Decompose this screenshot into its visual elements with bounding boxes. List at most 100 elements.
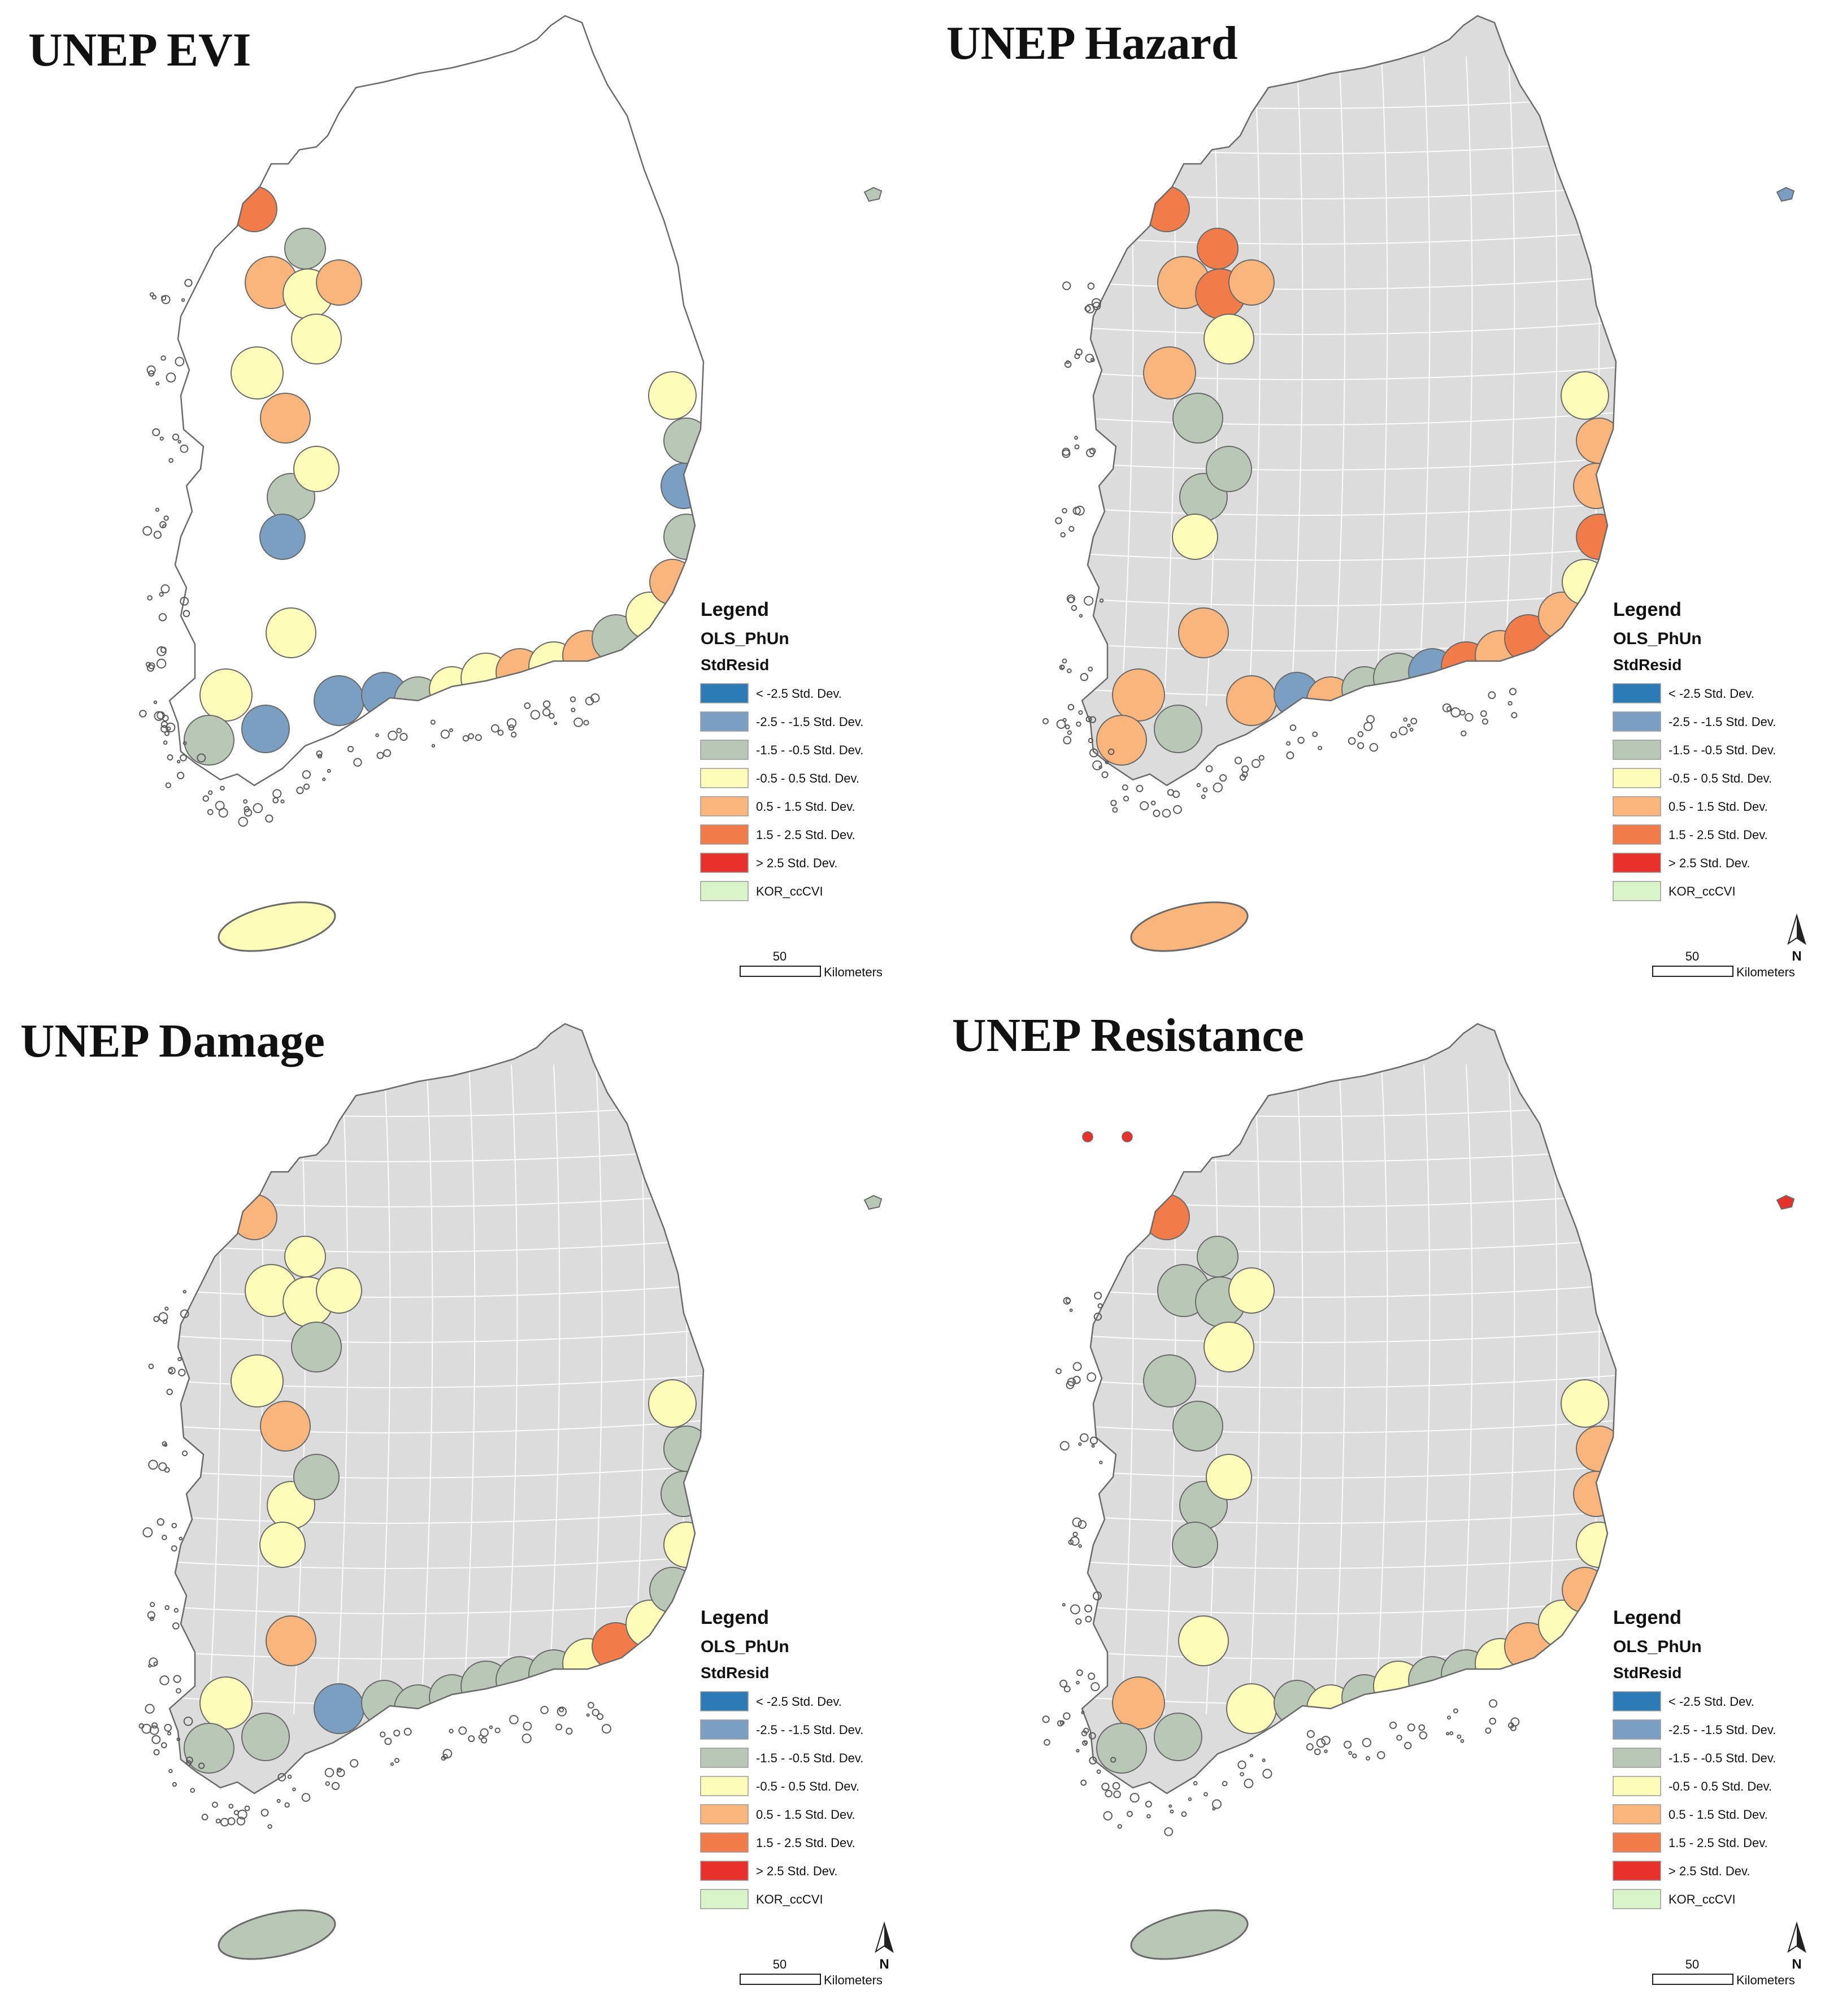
coastal-district (293, 1454, 340, 1500)
islet (566, 1727, 573, 1735)
islet (272, 797, 279, 803)
legend-label: KOR_ccCVI (756, 1892, 823, 1906)
islet (276, 1798, 281, 1803)
islet (1087, 1372, 1097, 1382)
islet (1055, 517, 1062, 524)
islet (1075, 506, 1085, 516)
district-boundary (1082, 1329, 1616, 1343)
islet (1507, 1722, 1514, 1728)
islet (1081, 1710, 1085, 1714)
islet (1076, 1749, 1080, 1753)
coastal-district (314, 1683, 364, 1734)
islet (1480, 710, 1487, 717)
islet (182, 741, 187, 745)
islet (227, 1817, 236, 1826)
islet (1321, 1736, 1331, 1745)
islet (1460, 1739, 1465, 1743)
islet (1066, 668, 1072, 674)
islet (555, 1723, 563, 1731)
legend-label: -0.5 - 0.5 Std. Dev. (1668, 771, 1772, 785)
coastal-district (1562, 1567, 1608, 1613)
islet (1072, 1531, 1078, 1537)
scale-value: 50 (1685, 1957, 1699, 1971)
islet (1112, 1782, 1120, 1790)
coastal-district (316, 1267, 362, 1314)
coastal-district (293, 446, 340, 492)
legend-label: 0.5 - 1.5 Std. Dev. (756, 800, 855, 814)
islet (1314, 1748, 1321, 1756)
choropleth-map-hazard: Legend OLS_PhUn StdResid < -2.5 Std. Dev. -2… (1042, 15, 1806, 979)
legend-label: 1.5 - 2.5 Std. Dev. (756, 828, 855, 842)
legend-field: StdResid (1613, 1664, 1681, 1682)
legend-swatch (700, 1776, 749, 1796)
islet (449, 728, 453, 732)
district-boundary (1082, 1420, 1616, 1433)
islet (390, 1762, 394, 1766)
islet (142, 526, 153, 536)
islet (1146, 1814, 1151, 1819)
islet (583, 720, 589, 726)
district-boundary (170, 1420, 703, 1433)
coastal-district (184, 715, 234, 766)
islet (494, 1727, 501, 1733)
islet (1093, 1313, 1102, 1321)
coastal-district (661, 1471, 703, 1517)
legend-swatch (1613, 1832, 1661, 1853)
islet (1357, 731, 1364, 737)
islet (1089, 447, 1096, 454)
islet (1222, 1780, 1228, 1787)
islet (1446, 1732, 1450, 1736)
islet (1482, 718, 1488, 725)
coastal-district (260, 393, 311, 444)
coastal-district (291, 1322, 342, 1372)
islet (1105, 760, 1109, 764)
coastal-district (1226, 1683, 1277, 1734)
islet (1262, 1769, 1272, 1779)
islet (1072, 1362, 1082, 1371)
legend-label: < -2.5 Std. Dev. (1668, 687, 1754, 701)
islet (253, 803, 263, 814)
islet (1085, 304, 1095, 314)
islet (267, 1824, 272, 1829)
legend-swatch (1613, 1719, 1661, 1740)
islet (171, 1545, 177, 1552)
islet (1072, 1517, 1082, 1527)
legend-swatch (1613, 1804, 1661, 1824)
islet (1488, 691, 1496, 699)
coastal-district (1154, 705, 1202, 753)
islet (1234, 757, 1242, 764)
islet (1511, 712, 1518, 719)
islet (1067, 730, 1072, 735)
district-boundary (1082, 1239, 1616, 1253)
islet (1070, 1536, 1080, 1546)
islet (384, 1737, 392, 1745)
islet (1289, 724, 1297, 731)
islet (489, 1725, 493, 1730)
islet (1086, 448, 1095, 458)
coastal-district (231, 1354, 284, 1407)
islet (1059, 664, 1065, 670)
islet (151, 1722, 158, 1729)
map-panel-resistance: Legend OLS_PhUn StdResid < -2.5 Std. Dev. -2… (912, 1008, 1825, 2016)
islet (468, 733, 474, 740)
inland-area (1081, 1023, 1617, 1795)
district-boundary (170, 1465, 703, 1479)
islet (1170, 1809, 1174, 1814)
islet (383, 749, 392, 757)
islet (393, 1730, 401, 1737)
islet (172, 433, 180, 441)
islet (1419, 1731, 1427, 1740)
coastal-district (241, 1713, 290, 1761)
district-boundary (1082, 1510, 1616, 1524)
coastal-district (1112, 668, 1165, 722)
legend-swatch (700, 1889, 749, 1909)
islet (1202, 787, 1208, 793)
legend-swatch (700, 1719, 749, 1740)
scale-bar-box (740, 966, 821, 977)
islet (1240, 1772, 1244, 1776)
islet (1465, 712, 1474, 722)
legend: Legend OLS_PhUn StdResid < -2.5 Std. Dev. -2… (700, 1607, 863, 1909)
legend-swatch (700, 881, 749, 901)
islet (1297, 736, 1305, 744)
islet (524, 702, 531, 709)
